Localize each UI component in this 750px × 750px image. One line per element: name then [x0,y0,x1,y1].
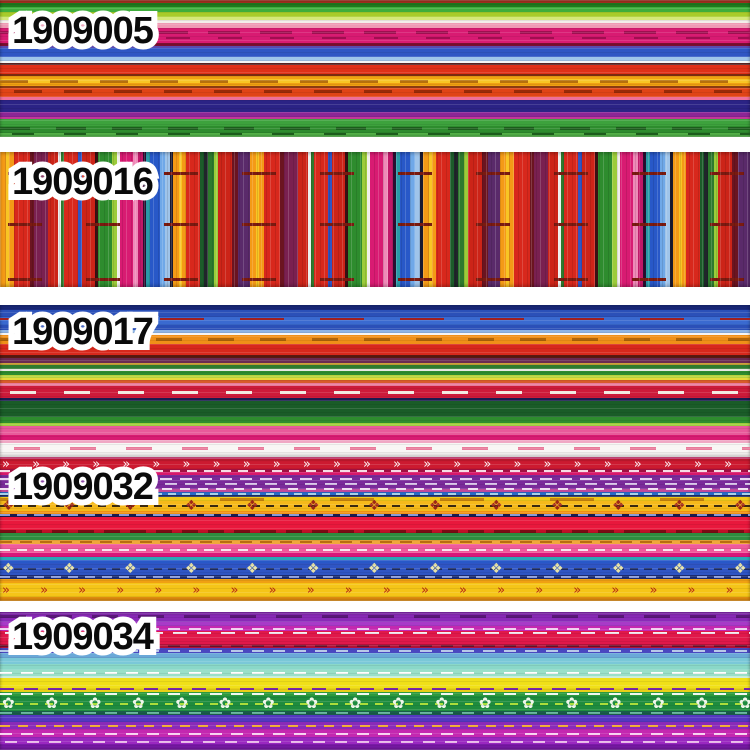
sku-label-outline: 1909034 [6,612,160,662]
stitch-dashes [0,712,750,714]
sku-label-text: 1909016 [12,161,154,203]
stitch-dashes [0,391,750,394]
sku-label-1909034: 1909034 1909034 [6,612,160,662]
sku-label-1909017: 1909017 1909017 [6,307,160,357]
stitch-dashes [0,530,750,533]
diamond-motif-row-blue-band: ❖ ❖ ❖ ❖ ❖ ❖ ❖ ❖ ❖ ❖ ❖ ❖ ❖ ❖ ❖ ❖ ❖ ❖ ❖ ❖ … [2,562,750,576]
stitch-dashes [0,741,750,743]
stitch-dashes [0,90,750,93]
stitch-dashes [0,541,750,543]
stitch-dashes [0,133,750,135]
stitch-dashes [0,672,750,674]
swatch-strip-1909016 [0,152,750,287]
stitch-dashes [0,549,750,551]
stitch-dashes [0,127,750,130]
stitch-dashes [0,733,750,735]
sku-label-text: 1909032 [12,466,154,508]
stitch-dashes [0,447,750,450]
stitch-dashes [0,278,750,281]
sku-label-1909016: 1909016 1909016 [6,157,160,207]
sku-label-1909032: 1909032 1909032 [6,462,160,512]
chevron-motif-row-red: » » » » » » » » » » » » » » » » » » » » … [2,584,750,597]
swatch-strip-1909005 [0,0,750,137]
sku-label-text: 1909017 [12,311,154,353]
flower-motif-row-green-band: ✿ ✿ ✿ ✿ ✿ ✿ ✿ ✿ ✿ ✿ ✿ ✿ ✿ ✿ ✿ ✿ ✿ ✿ ✿ ✿ … [2,696,750,711]
stitch-dashes [0,703,750,705]
sku-label-text: 1909034 [12,616,154,658]
sku-label-outline: 1909016 [6,157,160,207]
sku-label-1909005: 1909005 1909005 [6,6,160,56]
sku-label-text: 1909005 [12,10,154,52]
stitch-dashes [0,568,750,570]
stitch-dashes [0,514,750,516]
stitch-dashes [0,693,750,695]
stitch-dashes [0,725,750,727]
stitch-dashes [0,223,750,226]
stitch-dashes [0,80,750,83]
stitch-dashes [0,576,750,578]
stitch-dashes [0,688,750,690]
sku-label-outline: 1909017 [6,307,160,357]
